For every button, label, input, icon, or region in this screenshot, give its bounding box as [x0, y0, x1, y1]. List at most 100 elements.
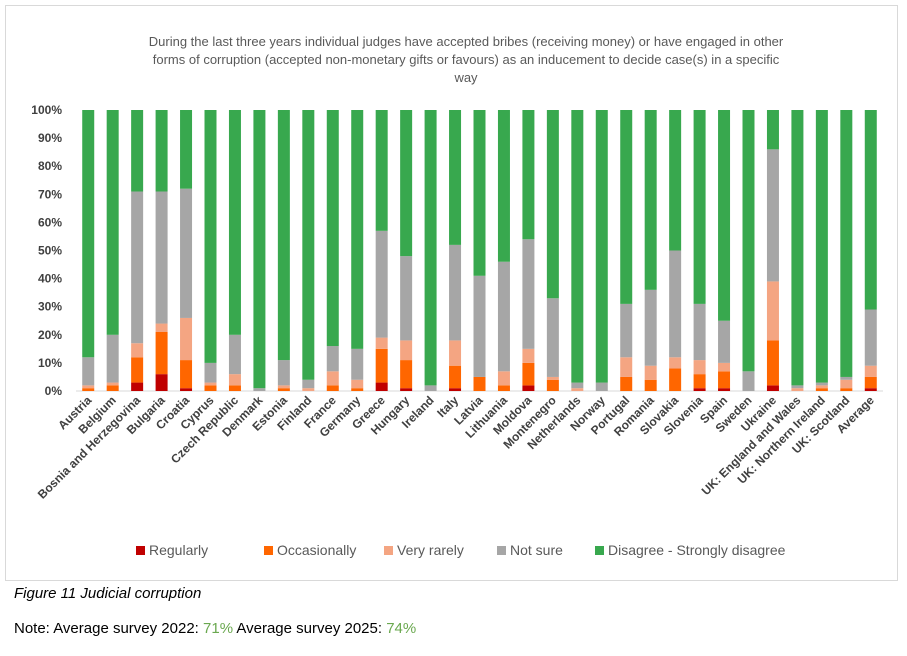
bar-segment	[253, 110, 266, 389]
bar-segment	[228, 334, 241, 375]
bar-segment	[351, 379, 364, 389]
bar-segment	[571, 388, 584, 391]
bar-segment	[718, 371, 731, 389]
bar-segment	[375, 110, 388, 231]
bar-segment	[400, 360, 413, 389]
bar-segment	[375, 382, 388, 391]
bar-segment	[228, 385, 241, 391]
bar-segment	[131, 110, 144, 192]
bar-segment	[718, 388, 731, 391]
bar-segment	[644, 110, 657, 290]
legend-label: Occasionally	[277, 542, 356, 558]
bar-segment	[375, 348, 388, 383]
bar-segment	[351, 388, 364, 391]
bar-segment	[766, 281, 779, 341]
bar-segment	[473, 376, 486, 391]
y-tick-label: 100%	[31, 103, 62, 117]
legend-swatch	[264, 546, 273, 555]
bar-segment	[718, 362, 731, 372]
bar-segment	[791, 388, 804, 391]
bar-segment	[449, 340, 462, 366]
bar-segment	[840, 388, 853, 391]
bar-segment	[106, 110, 119, 335]
bar-segment	[864, 388, 877, 391]
bar-segment	[106, 334, 119, 383]
bar-segment	[644, 365, 657, 380]
chart-title-line-2: forms of corruption (accepted non-moneta…	[152, 52, 780, 67]
bar-segment	[693, 360, 706, 375]
bar-segment	[522, 239, 535, 349]
bar-segment	[497, 371, 510, 386]
bar-segment	[766, 340, 779, 386]
bar-segment	[180, 110, 193, 189]
bar-segment	[864, 309, 877, 366]
bar-segment	[180, 360, 193, 389]
bar-segment	[693, 388, 706, 391]
bar-segment	[669, 250, 682, 358]
bar-segment	[571, 110, 584, 383]
bar-segment	[595, 382, 608, 391]
bar-segment	[864, 365, 877, 377]
chart-title-line-3: way	[454, 70, 478, 85]
bar-segment	[546, 379, 559, 391]
bar-segment	[473, 110, 486, 276]
bar-segment	[449, 365, 462, 389]
y-tick-label: 10%	[38, 356, 62, 370]
bar-segment	[791, 385, 804, 389]
bar-segment	[546, 298, 559, 377]
bar-segment	[400, 388, 413, 391]
bar-segment	[131, 382, 144, 391]
bar-segment	[473, 275, 486, 377]
bar-segment	[228, 110, 241, 335]
y-tick-label: 80%	[38, 159, 62, 173]
bar-segment	[449, 388, 462, 391]
bar-segment	[82, 388, 95, 391]
bar-segment	[204, 385, 217, 391]
legend-swatch	[136, 546, 145, 555]
bar-segment	[693, 303, 706, 361]
bar-segment	[815, 110, 828, 383]
bar-segment	[766, 385, 779, 391]
bar-segment	[131, 343, 144, 358]
bar-segment	[326, 346, 339, 372]
bar-segment	[106, 382, 119, 386]
bar-segment	[131, 357, 144, 383]
bar-segment	[522, 110, 535, 240]
legend-label: Disagree - Strongly disagree	[608, 542, 786, 558]
legend-label: Regularly	[149, 542, 208, 558]
bar-segment	[204, 362, 217, 383]
y-tick-label: 90%	[38, 131, 62, 145]
bar-segment	[522, 348, 535, 363]
bar-segment	[620, 110, 633, 304]
bar-segment	[326, 371, 339, 386]
bar-segment	[742, 371, 755, 391]
bar-segment	[82, 385, 95, 389]
bar-segment	[497, 261, 510, 372]
bar-segment	[644, 379, 657, 391]
legend-swatch	[384, 546, 393, 555]
bar-segment	[155, 331, 168, 375]
bar-segment	[864, 110, 877, 310]
bar-segment	[546, 110, 559, 299]
y-tick-label: 40%	[38, 272, 62, 286]
note-line: Note: Average survey 2022: 71% Average s…	[14, 620, 416, 637]
bar-segment	[815, 388, 828, 391]
bar-segment	[693, 110, 706, 304]
bar-segment	[620, 376, 633, 391]
legend-label: Very rarely	[397, 542, 464, 558]
bar-segment	[522, 385, 535, 391]
bar-segment	[204, 382, 217, 386]
bar-segment	[815, 385, 828, 389]
bar-segment	[840, 376, 853, 380]
bar-segment	[326, 385, 339, 391]
bar-segment	[180, 388, 193, 391]
bar-segment	[131, 191, 144, 344]
bar-segment	[595, 110, 608, 383]
note-value-2022: 71%	[203, 620, 234, 637]
bar-segment	[644, 289, 657, 366]
bar-segment	[766, 110, 779, 150]
y-tick-label: 0%	[45, 384, 63, 398]
bar-segment	[546, 376, 559, 380]
bar-segment	[302, 110, 315, 380]
bar-segment	[277, 360, 290, 386]
